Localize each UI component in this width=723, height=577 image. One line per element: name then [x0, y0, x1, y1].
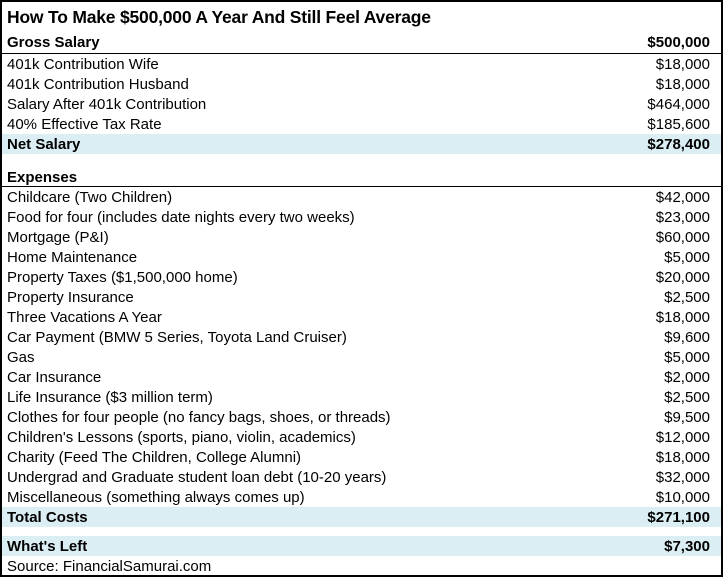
row-value: $278,400: [647, 135, 710, 153]
row-label: 40% Effective Tax Rate: [7, 116, 162, 132]
row-value: $42,000: [655, 188, 710, 206]
table-row: Food for four (includes date nights ever…: [2, 207, 721, 227]
row-value: $60,000: [655, 228, 710, 246]
table-row: Car Insurance $2,000: [2, 367, 721, 387]
table-row: Childcare (Two Children) $42,000: [2, 187, 721, 207]
row-value: $5,000: [664, 348, 710, 366]
table-row: Undergrad and Graduate student loan debt…: [2, 467, 721, 487]
table-row: Home Maintenance $5,000: [2, 247, 721, 267]
row-label: Property Insurance: [7, 289, 134, 305]
row-label: 401k Contribution Husband: [7, 76, 189, 92]
row-label: Salary After 401k Contribution: [7, 96, 207, 112]
row-value: $7,300: [664, 537, 710, 555]
table-row: Gross Salary $500,000: [2, 31, 721, 54]
row-label: Property Taxes ($1,500,000 home): [7, 269, 238, 285]
row-value: $9,600: [664, 328, 710, 346]
table-row: Source: FinancialSamurai.com: [2, 556, 721, 575]
row-value: $5,000: [664, 248, 710, 266]
row-value: $12,000: [655, 428, 710, 446]
table-row: Clothes for four people (no fancy bags, …: [2, 407, 721, 427]
table-row: 401k Contribution Wife $18,000: [2, 54, 721, 74]
row-label: Gas: [7, 349, 35, 365]
table-row: Expenses: [2, 168, 721, 187]
table-row: Salary After 401k Contribution $464,000: [2, 94, 721, 114]
row-label: Net Salary: [7, 136, 81, 152]
row-label: Car Payment (BMW 5 Series, Toyota Land C…: [7, 329, 347, 345]
table-row: 401k Contribution Husband $18,000: [2, 74, 721, 94]
row-label: Total Costs: [7, 509, 88, 525]
spacer-row: [2, 527, 721, 536]
row-label: Source: FinancialSamurai.com: [7, 559, 212, 574]
row-label: Home Maintenance: [7, 249, 138, 265]
row-label: Undergrad and Graduate student loan debt…: [7, 469, 387, 485]
row-label: Clothes for four people (no fancy bags, …: [7, 409, 391, 425]
row-value: $2,000: [664, 368, 710, 386]
table-row: Property Taxes ($1,500,000 home) $20,000: [2, 267, 721, 287]
row-label: Life Insurance ($3 million term): [7, 389, 213, 405]
row-value: $20,000: [655, 268, 710, 286]
table-row: Car Payment (BMW 5 Series, Toyota Land C…: [2, 327, 721, 347]
row-label: Gross Salary: [7, 34, 100, 50]
row-label: Miscellaneous (something always comes up…: [7, 489, 305, 505]
row-label: Three Vacations A Year: [7, 309, 162, 325]
row-value: $18,000: [655, 308, 710, 326]
table-row: Net Salary $278,400: [2, 134, 721, 154]
row-label: Mortgage (P&I): [7, 229, 109, 245]
row-value: $18,000: [655, 55, 710, 73]
row-value: $18,000: [655, 448, 710, 466]
table-row: Life Insurance ($3 million term) $2,500: [2, 387, 721, 407]
row-value: $9,500: [664, 408, 710, 426]
row-label: Car Insurance: [7, 369, 102, 385]
table-row: Charity (Feed The Children, College Alum…: [2, 447, 721, 467]
row-label: Charity (Feed The Children, College Alum…: [7, 449, 302, 465]
row-value: $32,000: [655, 468, 710, 486]
table-row: Gas $5,000: [2, 347, 721, 367]
table-row: Three Vacations A Year $18,000: [2, 307, 721, 327]
row-label: Children's Lessons (sports, piano, violi…: [7, 429, 356, 445]
row-label: Expenses: [7, 169, 78, 185]
row-label: What's Left: [7, 538, 88, 554]
table-row: Property Insurance $2,500: [2, 287, 721, 307]
spacer-row: [2, 154, 721, 168]
table-row: Miscellaneous (something always comes up…: [2, 487, 721, 507]
table-row: Children's Lessons (sports, piano, violi…: [2, 427, 721, 447]
table-row: Mortgage (P&I) $60,000: [2, 227, 721, 247]
row-value: $2,500: [664, 388, 710, 406]
table-body: Gross Salary $500,000 401k Contribution Wi…: [2, 31, 721, 575]
table-title: How To Make $500,000 A Year And Still Fe…: [7, 7, 431, 27]
row-value: $185,600: [647, 115, 710, 133]
table-row: What's Left $7,300: [2, 536, 721, 556]
row-value: $10,000: [655, 488, 710, 506]
table-row: 40% Effective Tax Rate $185,600: [2, 114, 721, 134]
row-value: $464,000: [647, 95, 710, 113]
row-label: 401k Contribution Wife: [7, 56, 159, 72]
row-value: $18,000: [655, 75, 710, 93]
row-value: $2,500: [664, 288, 710, 306]
row-value: $500,000: [647, 33, 710, 51]
row-value: $23,000: [655, 208, 710, 226]
row-value: $271,100: [647, 508, 710, 526]
table-row: Total Costs $271,100: [2, 507, 721, 527]
row-label: Childcare (Two Children): [7, 189, 173, 205]
row-label: Food for four (includes date nights ever…: [7, 209, 355, 225]
